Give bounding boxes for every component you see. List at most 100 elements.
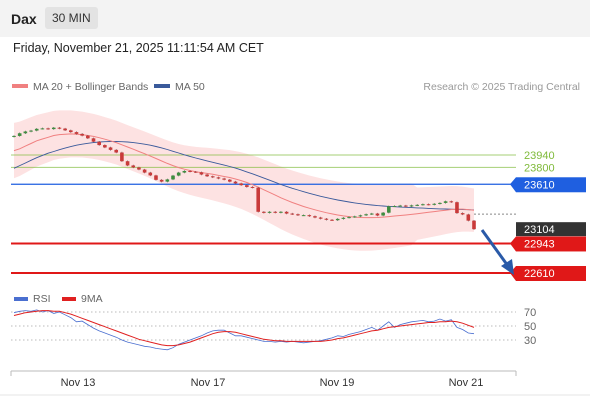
candle bbox=[392, 205, 397, 208]
chart-datetime: Friday, November 21, 2025 11:11:54 AM CE… bbox=[13, 41, 264, 55]
candle bbox=[273, 211, 278, 214]
candle bbox=[159, 179, 164, 183]
candle bbox=[148, 171, 153, 177]
rsi-legend-swatch bbox=[14, 297, 28, 301]
candle bbox=[228, 178, 232, 183]
level-label-23800: 23800 bbox=[524, 162, 555, 174]
rsi-tick-50: 50 bbox=[524, 321, 536, 333]
candle bbox=[449, 200, 454, 203]
candle bbox=[239, 182, 243, 186]
candle bbox=[91, 137, 96, 143]
candle bbox=[296, 213, 300, 217]
candle bbox=[29, 129, 33, 133]
ma50-legend-swatch bbox=[154, 84, 170, 88]
svg-text:22943: 22943 bbox=[524, 238, 555, 250]
candle bbox=[34, 128, 39, 132]
interval-button[interactable]: 30 MIN bbox=[45, 7, 98, 29]
candle bbox=[335, 218, 340, 221]
candle bbox=[364, 213, 368, 217]
candle bbox=[12, 135, 16, 138]
rsi-tick-70: 70 bbox=[524, 307, 536, 319]
candle bbox=[443, 200, 448, 204]
moving-averages bbox=[13, 133, 475, 219]
candle bbox=[74, 131, 79, 135]
svg-text:23940: 23940 bbox=[524, 150, 555, 162]
bollinger-band bbox=[14, 110, 474, 251]
candle bbox=[176, 171, 181, 177]
candle bbox=[375, 212, 380, 217]
x-tick-label: Nov 19 bbox=[320, 377, 355, 389]
candle bbox=[290, 212, 295, 215]
candle bbox=[86, 134, 90, 140]
candle bbox=[284, 211, 289, 215]
candle bbox=[250, 186, 255, 189]
rsi-tick-30: 30 bbox=[524, 335, 536, 347]
candle bbox=[51, 126, 56, 130]
credit-label: Research © 2025 Trading Central bbox=[423, 81, 580, 93]
candle bbox=[17, 132, 22, 137]
candle bbox=[307, 214, 312, 217]
x-tick-label: Nov 17 bbox=[191, 377, 226, 389]
candle bbox=[97, 140, 101, 146]
candle bbox=[387, 205, 391, 214]
candle bbox=[398, 204, 402, 207]
svg-text:23610: 23610 bbox=[524, 179, 555, 191]
rsi-panel: 70 50 30 bbox=[11, 307, 536, 351]
candle bbox=[409, 204, 414, 208]
candle bbox=[46, 127, 50, 130]
candle bbox=[120, 151, 124, 162]
level-label-22943: 22943 bbox=[510, 236, 586, 252]
ma50-legend-label: MA 50 bbox=[175, 81, 205, 93]
level-label-22610: 22610 bbox=[510, 266, 586, 281]
candle bbox=[216, 176, 221, 180]
candle bbox=[352, 215, 357, 218]
candle bbox=[369, 212, 374, 215]
ma9-legend-label: 9MA bbox=[81, 293, 103, 305]
last-price-label: 23104 bbox=[516, 222, 586, 237]
candle bbox=[279, 211, 283, 214]
candle bbox=[68, 129, 73, 133]
rsi-legend-label: RSI bbox=[33, 293, 51, 305]
ma20-legend-label: MA 20 + Bollinger Bands bbox=[33, 81, 148, 93]
candle bbox=[137, 166, 141, 171]
candle bbox=[40, 127, 45, 130]
candle bbox=[114, 149, 119, 154]
candle bbox=[301, 214, 306, 217]
candle bbox=[188, 170, 192, 173]
bollinger-band-area bbox=[14, 110, 474, 251]
candle bbox=[313, 215, 317, 219]
candle bbox=[193, 170, 198, 174]
level-label-23940: 23940 bbox=[524, 150, 555, 162]
candle bbox=[438, 202, 442, 205]
candle bbox=[233, 180, 238, 185]
candle bbox=[460, 212, 465, 216]
x-axis: Nov 13 Nov 17 Nov 19 Nov 21 bbox=[10, 370, 517, 389]
candle bbox=[267, 211, 272, 214]
candle bbox=[165, 178, 170, 183]
candle bbox=[347, 216, 351, 219]
candle bbox=[466, 213, 471, 222]
x-tick-label: Nov 13 bbox=[61, 377, 96, 389]
candles bbox=[12, 126, 476, 230]
candle bbox=[426, 203, 431, 206]
candle bbox=[330, 219, 334, 221]
candle bbox=[23, 130, 28, 134]
candle bbox=[154, 174, 158, 181]
ma9-line bbox=[13, 310, 475, 347]
ma9-legend-swatch bbox=[62, 297, 76, 301]
candle bbox=[63, 127, 67, 132]
rsi-line bbox=[13, 309, 475, 351]
candle bbox=[341, 217, 346, 220]
candle bbox=[125, 160, 130, 167]
top-bar: Dax 30 MIN bbox=[0, 0, 590, 37]
candle bbox=[182, 170, 187, 174]
candle bbox=[415, 204, 420, 207]
candle bbox=[245, 184, 249, 188]
candle bbox=[455, 201, 459, 214]
candle bbox=[210, 175, 215, 179]
svg-text:23104: 23104 bbox=[524, 224, 555, 236]
candle bbox=[171, 174, 175, 181]
candle bbox=[205, 173, 209, 178]
